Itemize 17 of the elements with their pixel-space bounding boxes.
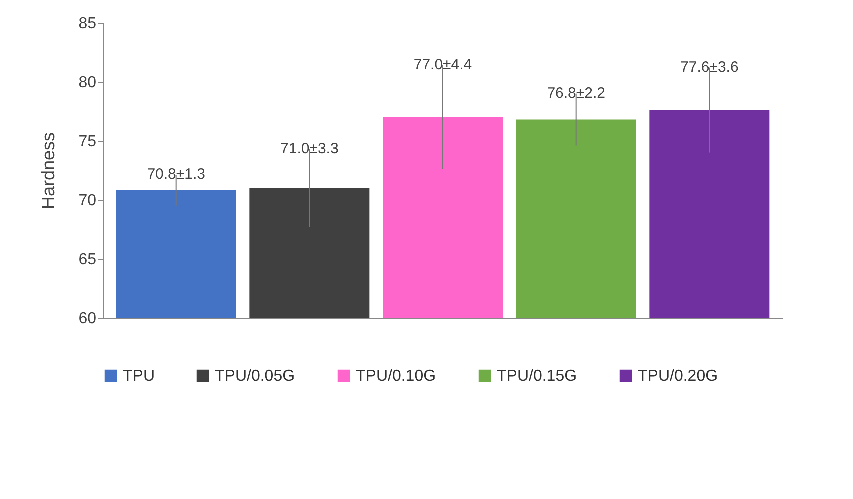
y-tick-label: 85 [78, 16, 97, 32]
y-axis-title: Hardness [38, 132, 59, 210]
legend-label: TPU/0.20G [638, 368, 718, 385]
data-label: 77.0±4.4 [414, 56, 472, 74]
data-label: 70.8±1.3 [147, 166, 206, 184]
y-tick-label: 60 [78, 310, 97, 328]
legend-label: TPU/0.05G [215, 368, 296, 385]
y-tick-label: 80 [78, 74, 97, 92]
y-tick-label: 65 [78, 252, 97, 268]
y-tick-label: 70 [78, 192, 97, 210]
data-label: 77.6±3.6 [680, 58, 739, 76]
y-tick-label: 75 [78, 134, 97, 150]
legend-label: TPU [123, 368, 155, 385]
legend-label: TPU/0.15G [497, 368, 578, 385]
legend-label: TPU/0.10G [356, 368, 436, 385]
data-label: 76.8±2.2 [547, 84, 606, 102]
data-label: 71.0±3.3 [280, 140, 339, 158]
